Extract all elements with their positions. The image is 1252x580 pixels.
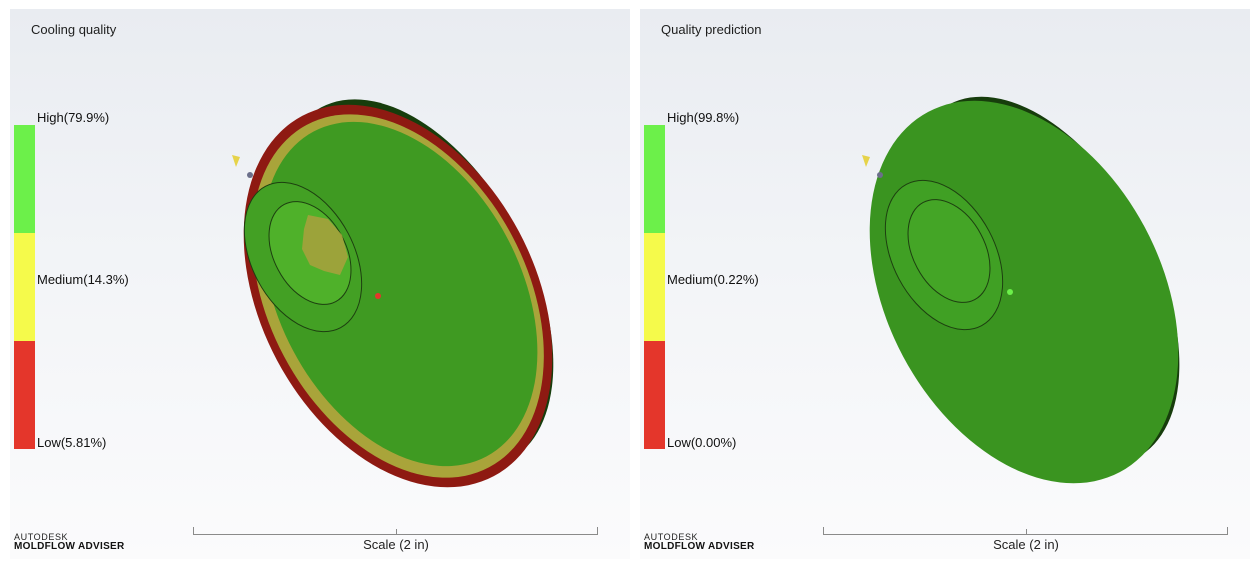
legend-low-swatch (644, 341, 665, 449)
autodesk-moldflow-logo: AUTODESK MOLDFLOW ADVISER (14, 532, 125, 552)
brand-moldflow-adviser: MOLDFLOW ADVISER (644, 541, 755, 552)
part-face (869, 100, 1179, 484)
panel-title: Quality prediction (661, 22, 762, 37)
legend-medium-swatch (644, 233, 665, 341)
quality-legend-bar (644, 125, 665, 449)
hotspot-marker (1007, 289, 1013, 295)
legend-low-label: Low(0.00%) (667, 435, 737, 450)
panel-title: Cooling quality (31, 22, 117, 37)
part-boss-inner (907, 199, 991, 303)
scale-tick (1025, 529, 1027, 535)
legend-medium-label: Medium(14.3%) (37, 272, 129, 287)
part-face (262, 121, 538, 467)
cooling-quality-panel[interactable]: Cooling quality High(79.9%) Medium(14.3%… (10, 9, 630, 559)
legend-medium-label: Medium(0.22%) (667, 272, 759, 287)
legend-high-swatch (14, 125, 35, 233)
legend-low-label: Low(5.81%) (37, 435, 107, 450)
quality-legend-bar (14, 125, 35, 449)
hotspot-marker (375, 293, 381, 299)
brand-autodesk: AUTODESK (14, 532, 69, 542)
injection-marker (877, 172, 883, 178)
part-model-prediction[interactable] (640, 9, 1250, 559)
scale-label: Scale (2 in) (363, 537, 429, 552)
part-medium-patch (302, 215, 348, 275)
legend-low-swatch (14, 341, 35, 449)
scale-tick (395, 529, 397, 535)
scale-ruler (193, 526, 598, 535)
quality-prediction-panel[interactable]: Quality prediction High(99.8%) Medium(0.… (640, 9, 1250, 559)
gate-marker (232, 155, 240, 167)
gate-marker (862, 155, 870, 167)
scale-ruler (823, 526, 1228, 535)
legend-high-label: High(79.9%) (37, 110, 110, 125)
brand-autodesk: AUTODESK (644, 532, 699, 542)
scale-label: Scale (2 in) (993, 537, 1059, 552)
brand-moldflow-adviser: MOLDFLOW ADVISER (14, 541, 125, 552)
injection-marker (247, 172, 253, 178)
part-model-cooling[interactable] (10, 9, 630, 559)
legend-high-swatch (644, 125, 665, 233)
legend-high-label: High(99.8%) (667, 110, 740, 125)
legend-medium-swatch (14, 233, 35, 341)
autodesk-moldflow-logo: AUTODESK MOLDFLOW ADVISER (644, 532, 755, 552)
